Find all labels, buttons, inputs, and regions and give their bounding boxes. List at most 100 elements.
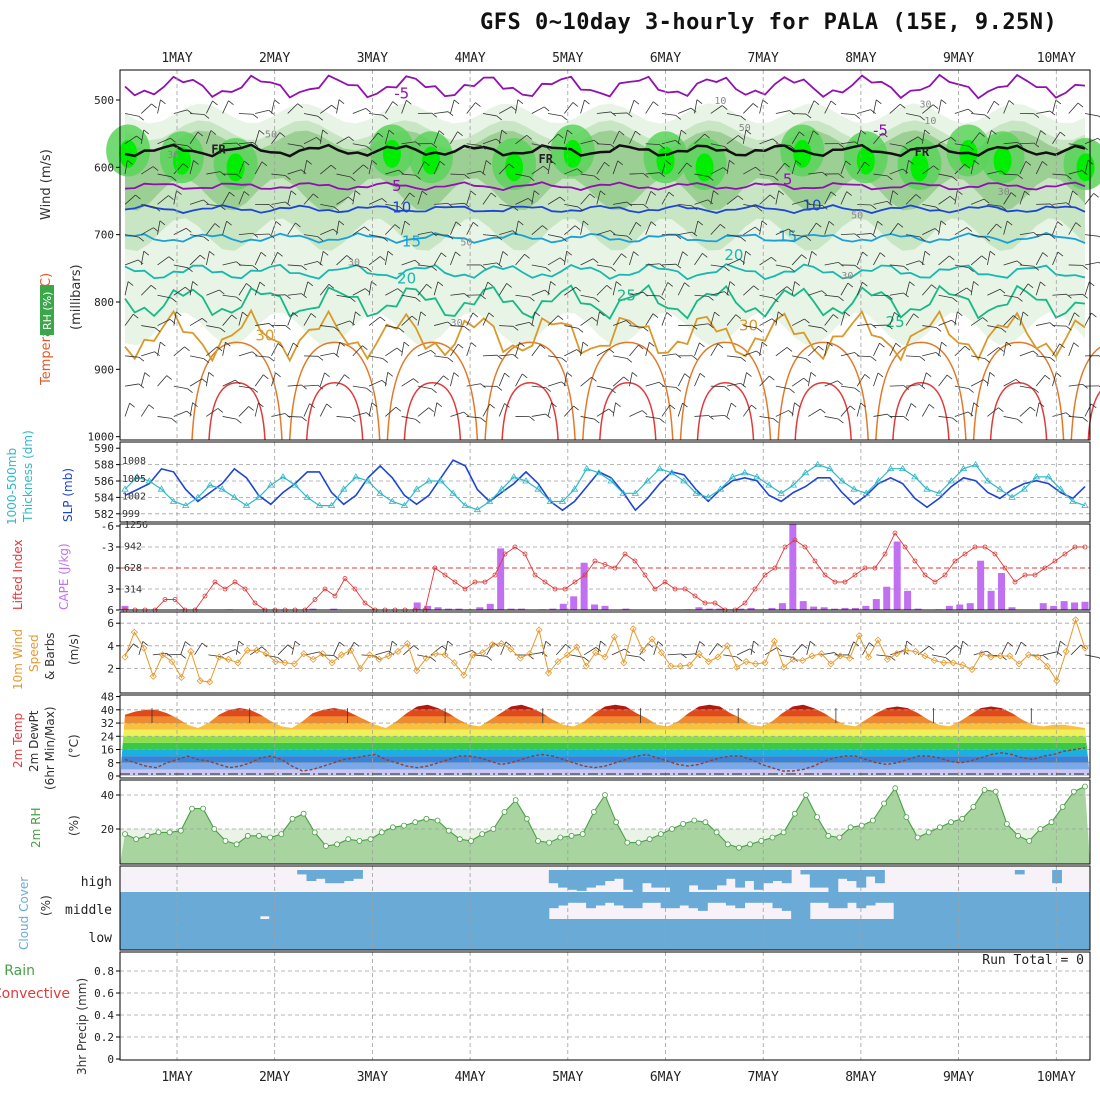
upper-wind-barb bbox=[547, 281, 551, 296]
upper-wind-barb bbox=[401, 342, 405, 356]
wind10-barb bbox=[906, 640, 913, 646]
upper-wind-barb bbox=[173, 109, 188, 114]
upper-wind-barb bbox=[756, 206, 763, 212]
upper-wind-barb bbox=[659, 144, 665, 149]
cape-bar bbox=[476, 607, 484, 610]
upper-wind-barb bbox=[938, 374, 948, 387]
upper-wind-barb bbox=[504, 372, 510, 378]
upper-wind-barb bbox=[710, 414, 725, 417]
upper-wind-barb bbox=[379, 256, 386, 261]
upper-wind-barb bbox=[710, 291, 725, 296]
upper-wind-barb bbox=[1091, 312, 1097, 318]
upper-wind-barb bbox=[791, 281, 796, 296]
slp-axis-label: 999 bbox=[122, 509, 140, 520]
lifted-index-marker bbox=[992, 551, 998, 557]
wind-speed-marker bbox=[215, 653, 223, 661]
upper-wind-barb bbox=[984, 114, 991, 120]
upper-wind-barb bbox=[1033, 142, 1040, 148]
upper-wind-barb bbox=[903, 145, 909, 151]
upper-wind-barb bbox=[292, 312, 299, 317]
upper-wind-barb bbox=[564, 405, 574, 417]
wind10-barb bbox=[639, 656, 645, 662]
cloud-cover-cell bbox=[325, 919, 335, 950]
temp-color-band bbox=[120, 756, 1090, 763]
upper-wind-barb bbox=[388, 129, 395, 135]
wind10-barb bbox=[277, 644, 289, 656]
upper-wind-barb bbox=[434, 321, 448, 326]
wind-axis-label: Wind (m/s) bbox=[39, 149, 54, 220]
rh2m-marker bbox=[948, 819, 954, 826]
upper-wind-barb bbox=[707, 199, 713, 205]
upper-wind-barb bbox=[124, 259, 139, 266]
upper-wind-barb bbox=[531, 264, 546, 268]
upper-wind-barb bbox=[187, 388, 193, 394]
cloud-cover-cell bbox=[157, 919, 168, 950]
wind-speed-marker bbox=[450, 659, 458, 667]
upper-wind-barb bbox=[336, 416, 351, 419]
upper-wind-barb bbox=[777, 311, 784, 317]
upper-wind-barb bbox=[186, 410, 193, 416]
lifted-index-marker bbox=[712, 600, 718, 606]
upper-wind-barb bbox=[310, 313, 317, 318]
wind10-barb bbox=[778, 654, 793, 658]
upper-wind-barb bbox=[591, 376, 597, 382]
upper-wind-barb bbox=[246, 283, 252, 288]
rh2m-marker bbox=[456, 836, 463, 843]
upper-wind-barb bbox=[226, 220, 232, 226]
upper-wind-barb bbox=[610, 144, 617, 149]
upper-wind-barb bbox=[576, 168, 583, 173]
upper-wind-barb bbox=[157, 195, 169, 205]
upper-wind-barb bbox=[677, 282, 685, 296]
lifted-index-marker bbox=[552, 586, 558, 592]
upper-wind-barb bbox=[511, 106, 517, 111]
upper-wind-barb bbox=[243, 191, 250, 196]
upper-wind-barb bbox=[287, 103, 298, 114]
lifted-index-axis-label: 6 bbox=[107, 604, 114, 617]
upper-wind-barb bbox=[604, 161, 610, 167]
isotherm-label: 15 bbox=[778, 228, 797, 246]
wind-speed-marker bbox=[544, 669, 553, 677]
upper-wind-barb bbox=[789, 267, 795, 272]
cape-bar bbox=[570, 596, 578, 610]
upper-wind-barb bbox=[905, 160, 909, 175]
upper-wind-barb bbox=[173, 385, 188, 390]
upper-wind-barb bbox=[395, 406, 402, 412]
upper-wind-barb bbox=[317, 261, 323, 266]
upper-wind-barb bbox=[173, 346, 185, 357]
cloud-cover-cell bbox=[464, 919, 475, 950]
upper-wind-barb bbox=[615, 281, 622, 286]
rh2m-marker bbox=[434, 817, 441, 824]
upper-wind-barb bbox=[970, 281, 974, 296]
cloud-cover-cell bbox=[530, 892, 541, 919]
slp-axis-label: 1005 bbox=[122, 474, 146, 485]
upper-wind-barb bbox=[984, 236, 991, 242]
rh2m-marker bbox=[1026, 838, 1033, 844]
upper-wind-barb bbox=[877, 372, 884, 378]
cloud-cover-cell bbox=[958, 919, 969, 950]
upper-wind-barb bbox=[810, 372, 817, 377]
rh2m-marker bbox=[233, 841, 240, 848]
upper-wind-barb bbox=[480, 417, 486, 423]
upper-wind-barb bbox=[543, 165, 549, 171]
upper-wind-barb bbox=[238, 385, 253, 389]
rh2m-marker bbox=[1015, 832, 1021, 839]
upper-wind-barb bbox=[932, 104, 939, 109]
upper-wind-barb bbox=[970, 317, 983, 326]
upper-wind-barb bbox=[1035, 130, 1042, 144]
cloud-cover-cell bbox=[660, 892, 671, 909]
upper-wind-barb bbox=[922, 325, 937, 328]
upper-wind-barb bbox=[580, 376, 592, 387]
upper-wind-barb bbox=[1016, 260, 1023, 266]
rh-blob-core bbox=[422, 146, 441, 175]
upper-wind-barb bbox=[124, 403, 130, 417]
upper-wind-barb bbox=[905, 403, 912, 417]
upper-wind-barb bbox=[661, 353, 676, 357]
upper-wind-barb bbox=[499, 325, 514, 327]
rh2m-marker bbox=[177, 827, 184, 834]
upper-wind-barb bbox=[434, 203, 449, 205]
upper-wind-barb bbox=[710, 190, 714, 205]
cloud-cover-cell bbox=[353, 919, 363, 950]
rh-blob-core bbox=[382, 139, 401, 168]
upper-wind-barb bbox=[612, 376, 624, 387]
upper-wind-barb bbox=[189, 281, 193, 296]
